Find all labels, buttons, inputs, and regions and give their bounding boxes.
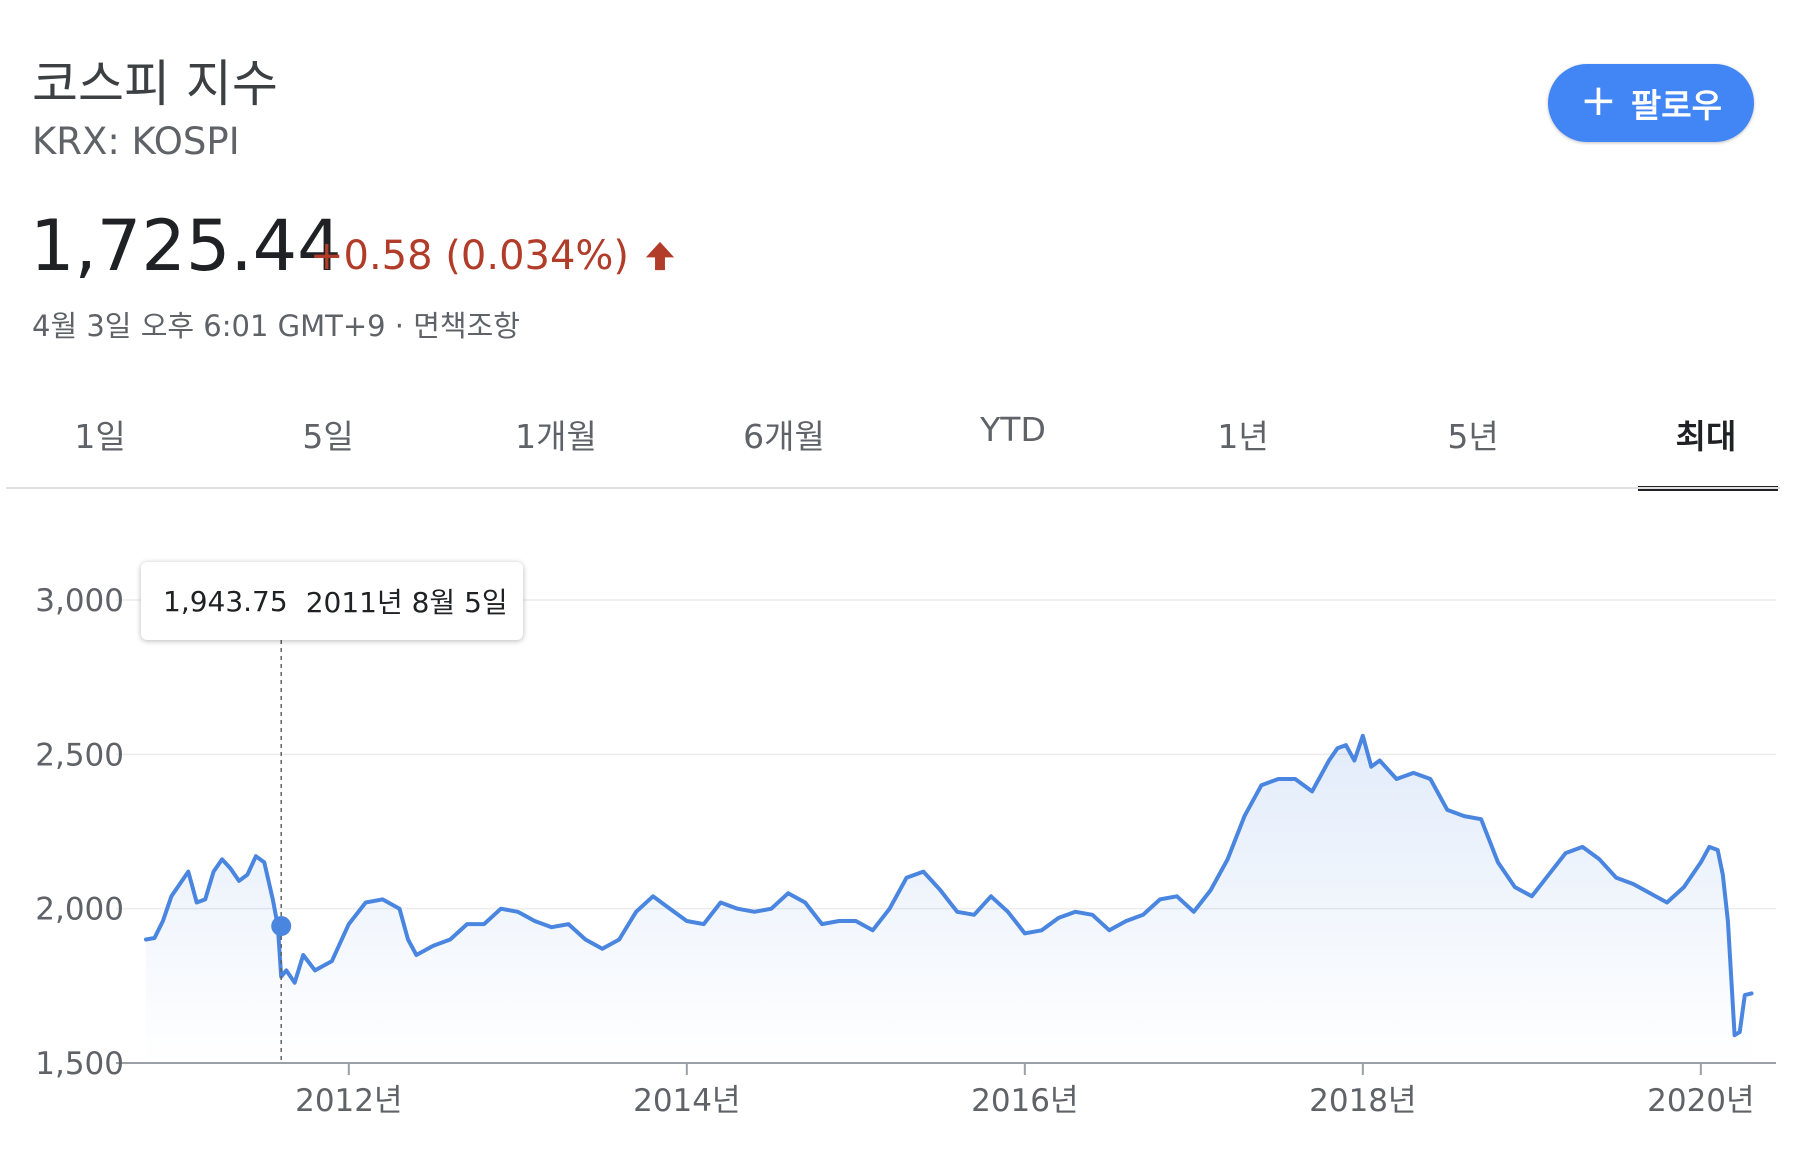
tab-max[interactable]: 최대 xyxy=(1675,417,1737,456)
x-tick-label: 2018년 xyxy=(1309,1083,1416,1119)
tooltip-date: 2011년 8월 5일 xyxy=(305,586,508,619)
y-tick-label: 1,500 xyxy=(35,1046,124,1082)
tab-6m[interactable]: 6개월 xyxy=(743,417,825,456)
index-ticker: KRX: KOSPI xyxy=(32,120,240,163)
tab-1d[interactable]: 1일 xyxy=(74,417,126,456)
tab-1m[interactable]: 1개월 xyxy=(515,417,597,456)
tab-1y[interactable]: 1년 xyxy=(1217,417,1269,456)
price-change: +0.58 (0.034%) xyxy=(310,233,677,279)
tab-ytd[interactable]: YTD xyxy=(980,410,1046,449)
tab-5y[interactable]: 5년 xyxy=(1447,417,1499,456)
y-tick-label: 2,500 xyxy=(35,737,124,773)
current-price: 1,725.44 xyxy=(30,205,342,287)
tabs-divider xyxy=(6,487,1780,489)
x-tick-label: 2012년 xyxy=(295,1083,402,1119)
tooltip-value: 1,943.75 xyxy=(163,584,288,618)
arrow-up-icon xyxy=(645,241,675,271)
x-tick-label: 2016년 xyxy=(971,1083,1078,1119)
y-tick-label: 3,000 xyxy=(35,583,124,619)
hover-point xyxy=(271,916,292,937)
quote-timestamp: 4월 3일 오후 6:01 GMT+9 · 면책조항 xyxy=(32,309,520,343)
tab-5d[interactable]: 5일 xyxy=(302,417,354,456)
price-change-text: +0.58 (0.034%) xyxy=(310,233,630,279)
chart-tooltip: 1,943.75 2011년 8월 5일 xyxy=(141,562,523,640)
price-line xyxy=(144,733,1754,1038)
range-tabs: 1일 5일 1개월 6개월 YTD 1년 5년 최대 xyxy=(0,388,1806,488)
follow-button[interactable]: + 팔로우 xyxy=(1548,64,1754,142)
plus-icon: + xyxy=(1580,75,1617,126)
price-chart[interactable]: 1,500 2,000 2,500 3,000 2012년 2014년 2016년 2018년… xyxy=(0,500,1806,1160)
x-tick-label: 2020년 xyxy=(1647,1083,1754,1119)
index-title: 코스피 지수 xyxy=(32,55,278,113)
price-area xyxy=(146,735,1752,1063)
x-tick-label: 2014년 xyxy=(633,1083,740,1119)
y-tick-label: 2,000 xyxy=(35,892,124,928)
follow-label: 팔로우 xyxy=(1630,86,1722,125)
